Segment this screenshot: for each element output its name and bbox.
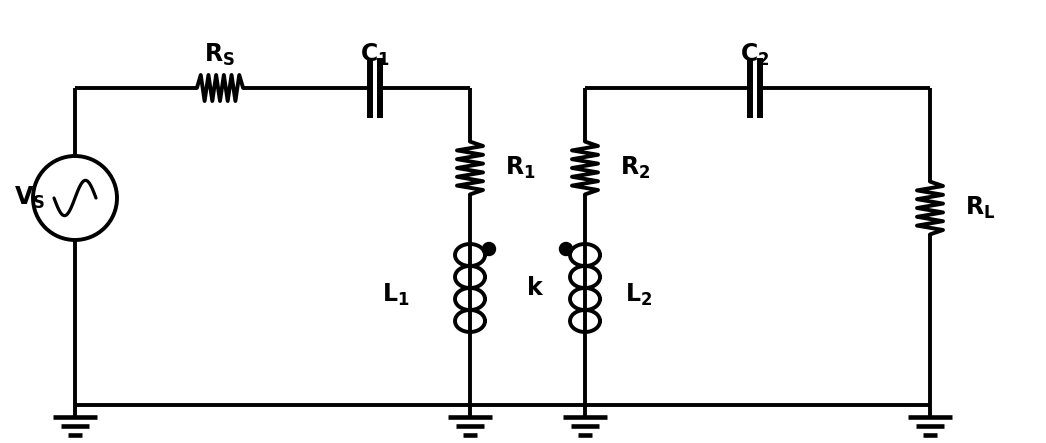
Text: C$_\mathbf{2}$: C$_\mathbf{2}$ [741, 42, 770, 68]
Text: R$_\mathbf{1}$: R$_\mathbf{1}$ [505, 155, 536, 181]
Text: L$_\mathbf{2}$: L$_\mathbf{2}$ [626, 282, 653, 308]
Circle shape [560, 242, 572, 256]
Text: R$_\mathbf{L}$: R$_\mathbf{L}$ [965, 195, 996, 221]
Text: C$_\mathbf{1}$: C$_\mathbf{1}$ [360, 42, 390, 68]
Text: R$_\mathbf{2}$: R$_\mathbf{2}$ [620, 155, 651, 181]
Text: k: k [527, 276, 543, 300]
Text: L$_\mathbf{1}$: L$_\mathbf{1}$ [383, 282, 410, 308]
Text: V$_\mathbf{S}$: V$_\mathbf{S}$ [15, 185, 46, 211]
Text: R$_\mathbf{S}$: R$_\mathbf{S}$ [204, 42, 235, 68]
Circle shape [482, 242, 496, 256]
